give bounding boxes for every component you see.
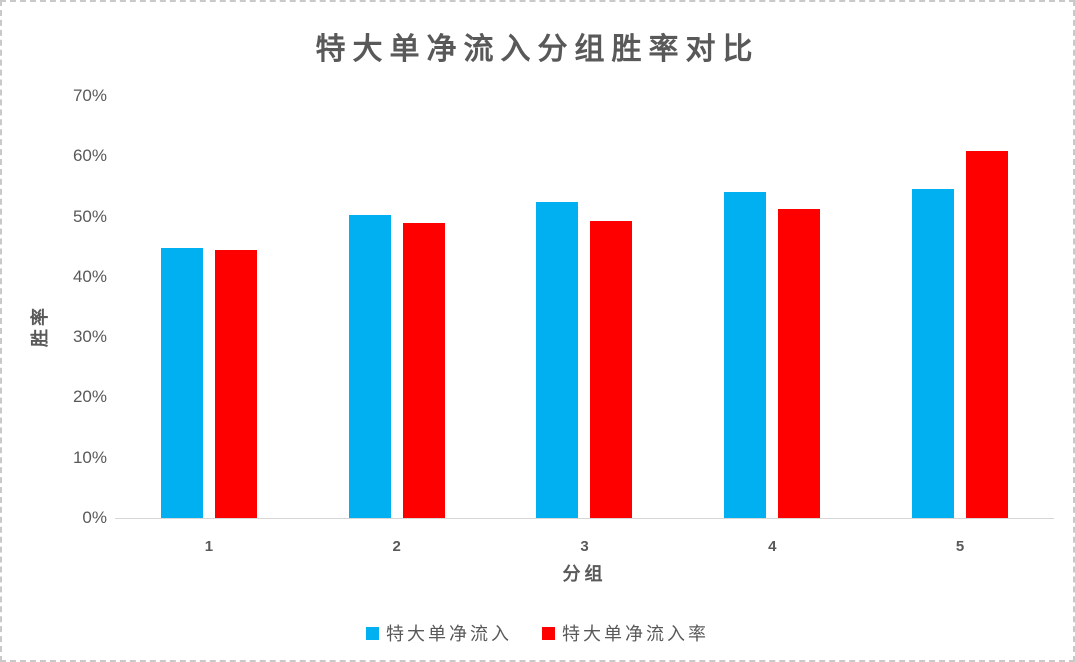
category-group-2 (303, 96, 491, 518)
bar-特大单净流入率-2 (402, 222, 445, 518)
bar-特大单净流入率-4 (778, 208, 821, 518)
x-tick-label-1: 1 (204, 538, 214, 555)
bar-特大单净流入-1 (160, 247, 203, 518)
y-tick-label: 0% (82, 508, 107, 527)
legend-swatch-icon (542, 626, 555, 640)
x-axis-ticks: 1 2 3 4 5 (115, 538, 1054, 555)
x-tick-label-2: 2 (392, 538, 401, 555)
y-tick-label: 50% (72, 206, 107, 226)
y-tick-label: 40% (72, 266, 107, 286)
y-tick-label: 30% (72, 327, 107, 347)
category-group-3 (491, 96, 679, 518)
bar-特大单净流入-5 (912, 188, 955, 518)
plot-area (115, 96, 1054, 519)
y-tick-label: 20% (72, 387, 107, 407)
bar-特大单净流入率-1 (214, 250, 257, 518)
x-tick-label-4: 4 (768, 538, 777, 555)
bar-特大单净流入率-5 (966, 151, 1009, 518)
y-tick-label: 60% (72, 146, 107, 166)
bar-特大单净流入-3 (536, 201, 579, 518)
legend-entry-特大单净流入率: 特大单净流入率 (542, 620, 709, 646)
legend: 特大单净流入 特大单净流入率 (2, 620, 1073, 646)
category-group-4 (678, 96, 866, 518)
x-axis-title: 分组 (562, 564, 607, 584)
x-tick-label-5: 5 (955, 538, 965, 555)
y-tick-label: 10% (72, 447, 107, 467)
x-tick-label-3: 3 (580, 538, 589, 555)
bar-特大单净流入-4 (724, 192, 767, 518)
chart-title: 特大单净流入分组胜率对比 (315, 33, 760, 66)
category-group-5 (866, 96, 1054, 518)
bar-特大单净流入-2 (348, 215, 391, 518)
y-axis-ticks: 0% 10% 20% 30% 40% 50% 60% 70% (2, 2, 107, 660)
legend-entry-特大单净流入: 特大单净流入 (366, 620, 512, 646)
legend-label: 特大单净流入率 (562, 624, 709, 644)
legend-swatch-icon (366, 626, 379, 640)
y-tick-label: 70% (72, 86, 107, 105)
bar-特大单净流入率-3 (590, 221, 633, 518)
legend-label: 特大单净流入 (386, 624, 512, 644)
category-group-1 (115, 96, 303, 518)
